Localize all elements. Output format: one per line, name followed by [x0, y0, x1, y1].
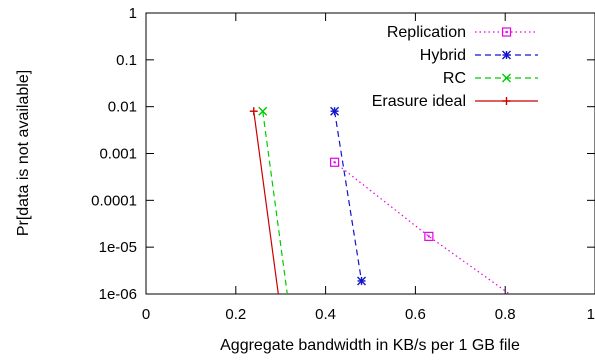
- series-line-rc: [262, 111, 288, 294]
- y-tick-label: 1e-05: [99, 239, 137, 256]
- x-tick-label: 0.6: [405, 306, 426, 323]
- asterisk-stroke: [357, 276, 367, 286]
- data-point-replication: [424, 231, 434, 241]
- asterisk-stroke: [502, 50, 511, 60]
- x-marker-stroke: [502, 73, 511, 83]
- series-lines: [253, 111, 511, 294]
- series-line-replication: [334, 161, 511, 294]
- x-tick-label: 1: [587, 306, 595, 323]
- y-axis-ticks: 1 0.1 0.01 0.001 0.0001 1e-05 1e-06: [91, 5, 595, 303]
- x-tick-label: 0.2: [225, 306, 246, 323]
- square-marker-center: [333, 161, 336, 164]
- series-line-hybrid: [333, 111, 363, 282]
- legend-marker: [501, 27, 512, 37]
- legend-label: RC: [443, 70, 466, 87]
- x-tick-label: 0.8: [495, 306, 516, 323]
- square-marker-outline: [329, 157, 340, 167]
- asterisk-stroke: [330, 106, 340, 116]
- legend-marker: [502, 97, 511, 105]
- y-tick-label: 0.01: [108, 99, 137, 116]
- y-tick-label: 0.0001: [91, 192, 137, 209]
- y-tick-label: 1: [129, 5, 137, 22]
- y-tick-label: 1e-06: [99, 286, 137, 303]
- data-point-replication: [329, 157, 340, 167]
- legend: Replication Hybrid RC Erasure ideal: [372, 24, 538, 110]
- square-marker-center: [505, 31, 508, 33]
- legend-label: Replication: [387, 24, 466, 41]
- legend-marker: [502, 73, 511, 83]
- x-marker-stroke: [258, 106, 268, 116]
- x-tick-label: 0.4: [315, 306, 336, 323]
- square-marker-center: [427, 235, 430, 238]
- data-point-hybrid: [357, 276, 367, 286]
- data-point-rc: [258, 106, 268, 116]
- square-marker-outline: [424, 231, 434, 241]
- x-axis-ticks: 0 0.2 0.4 0.6 0.8 1: [142, 13, 595, 323]
- x-tick-label: 0: [142, 306, 150, 323]
- x-axis-label: Aggregate bandwidth in KB/s per 1 GB fil…: [220, 337, 520, 354]
- series-line-erasure-ideal: [253, 111, 279, 294]
- legend-marker: [502, 50, 511, 60]
- legend-label: Erasure ideal: [372, 93, 466, 110]
- y-axis-label: Pr[data is not available]: [15, 70, 32, 236]
- legend-label: Hybrid: [420, 47, 466, 64]
- square-marker-outline: [501, 27, 512, 37]
- data-point-erasure-ideal: [249, 107, 258, 116]
- y-tick-label: 0.001: [99, 146, 137, 163]
- data-point-hybrid: [330, 106, 340, 116]
- series-markers: [249, 106, 434, 286]
- y-tick-label: 0.1: [116, 52, 137, 69]
